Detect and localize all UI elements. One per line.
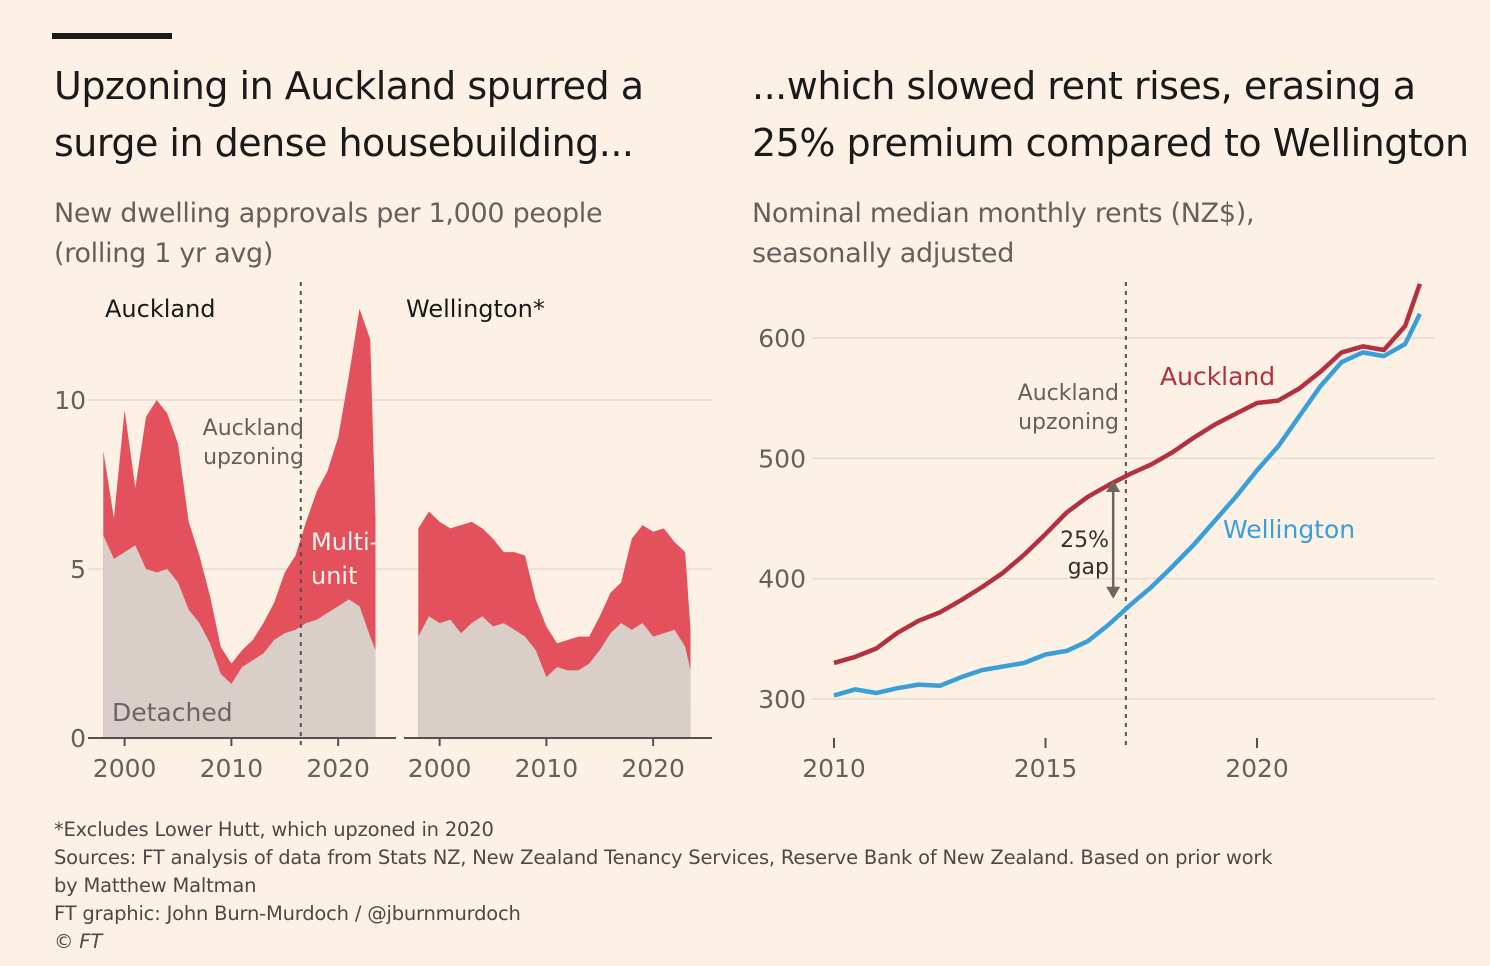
- approvals-x-tick-label: 2020: [306, 754, 370, 783]
- wellington-series-label: Wellington: [1223, 515, 1355, 544]
- rents-y-tick-label: 300: [758, 685, 806, 714]
- right-chart-title: ...which slowed rent rises, erasing a 25…: [752, 64, 1469, 165]
- auckland-upzoning-label-line1: Auckland: [203, 416, 304, 441]
- footnote: *Excludes Lower Hutt, which upzoned in 2…: [54, 818, 494, 841]
- rent-gap-arrow: [1106, 479, 1121, 599]
- rents-upzoning-label-line1: Auckland: [1018, 381, 1119, 406]
- approvals-x-tick-label: 2010: [200, 754, 264, 783]
- right-chart-subtitle: Nominal median monthly rents (NZ$), seas…: [752, 198, 1255, 269]
- wellington-rent-line: [833, 312, 1422, 698]
- detached-label: Detached: [112, 698, 233, 727]
- approvals-x-tick-label: 2000: [93, 754, 157, 783]
- approvals-y-tick-label: 0: [70, 724, 86, 753]
- multi-unit-label-line1: Multi-: [311, 528, 378, 556]
- approvals-x-tick-label: 2010: [515, 754, 579, 783]
- approvals-chart: Auckland Auckland upzoning Multi- unit D…: [54, 282, 712, 783]
- copyright: © FT: [54, 930, 103, 953]
- auckland-series-label: Auckland: [1160, 362, 1275, 391]
- wellington-detached-area: [418, 616, 691, 738]
- auckland-detached-area: [103, 535, 376, 738]
- rents-x-tick-label: 2010: [802, 754, 866, 783]
- approvals-y-tick-label: 5: [70, 555, 86, 584]
- sources-line-2: by Matthew Maltman: [54, 874, 257, 897]
- graphic-credit: FT graphic: John Burn-Murdoch / @jburnmu…: [54, 902, 521, 925]
- multi-unit-label-line2: unit: [311, 562, 358, 590]
- rents-y-tick-label: 600: [758, 324, 806, 353]
- rents-x-tick-label: 2020: [1225, 754, 1289, 783]
- gap-label-line2: gap: [1068, 555, 1109, 580]
- approvals-x-tick-label: 2000: [408, 754, 472, 783]
- rents-chart: Auckland upzoning 25% gap Auckland Welli…: [758, 282, 1435, 783]
- rents-upzoning-label-line2: upzoning: [1018, 410, 1119, 435]
- approvals-axes: 0 5 10 2000 2010 2020 2000 2010 2020: [54, 386, 712, 783]
- wellington-panel: Wellington*: [406, 295, 691, 738]
- rents-y-tick-label: 500: [758, 444, 806, 473]
- auckland-panel: Auckland Auckland upzoning Multi- unit D…: [103, 282, 378, 750]
- approvals-x-tick-label: 2020: [621, 754, 685, 783]
- top-rule: [52, 33, 172, 39]
- auckland-upzoning-label-line2: upzoning: [203, 445, 304, 470]
- left-chart-title: Upzoning in Auckland spurred a surge in …: [54, 64, 644, 165]
- gap-label-line1: 25%: [1060, 528, 1109, 553]
- rents-gridlines: [812, 337, 1435, 700]
- left-chart-subtitle: New dwelling approvals per 1,000 people …: [54, 198, 603, 269]
- auckland-panel-label: Auckland: [105, 295, 216, 323]
- gap-arrow-head-bottom: [1106, 586, 1121, 599]
- wellington-panel-label: Wellington*: [406, 295, 545, 323]
- approvals-y-tick-label: 10: [54, 386, 86, 415]
- auckland-rent-line: [833, 283, 1423, 666]
- rents-axes: 300 400 500 600 2010 2015 2020: [758, 324, 1289, 783]
- gap-arrow-head-top: [1106, 479, 1121, 492]
- rents-x-tick-label: 2015: [1014, 754, 1078, 783]
- rents-y-tick-label: 400: [758, 565, 806, 594]
- sources-line-1: Sources: FT analysis of data from Stats …: [54, 846, 1273, 869]
- footer: *Excludes Lower Hutt, which upzoned in 2…: [54, 816, 1454, 956]
